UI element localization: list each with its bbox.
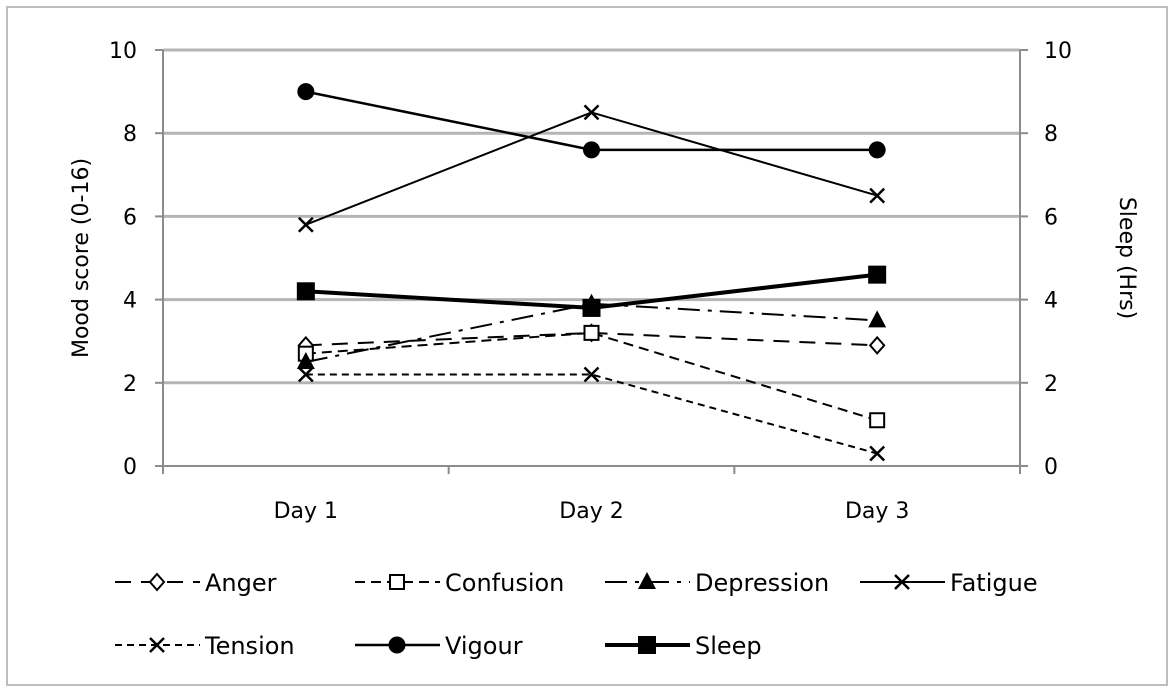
series-line-confusion	[305, 331, 878, 422]
data-point-sleep	[868, 265, 887, 284]
x-stroke	[583, 104, 600, 121]
legend-item-anger: Anger	[115, 569, 277, 597]
y2-tick-label: 6	[1044, 205, 1058, 230]
data-point-anger	[868, 335, 886, 355]
data-point-vigour	[297, 83, 315, 101]
legend-marker	[388, 636, 406, 654]
series-line-fatigue	[305, 111, 878, 226]
x-stroke	[583, 366, 600, 383]
data-point-sleep	[296, 282, 315, 301]
legend-item-tension: Tension	[115, 632, 295, 660]
series-line-vigour	[305, 90, 878, 152]
data-point-sleep	[582, 298, 601, 317]
data-point-depression	[296, 352, 315, 369]
legend-marker	[148, 572, 166, 592]
chart-frame	[6, 6, 1168, 686]
data-point-fatigue	[297, 216, 314, 233]
y-tick-label: 4	[123, 289, 137, 314]
data-point-confusion	[869, 412, 886, 429]
data-point-vigour	[583, 141, 600, 159]
legend-label: Sleep	[695, 632, 762, 660]
data-point-tension	[869, 445, 886, 462]
x-stroke	[149, 637, 165, 653]
legend-marker	[389, 574, 405, 590]
legend-label: Fatigue	[950, 569, 1038, 597]
y-tick-label: 10	[109, 39, 137, 64]
legend: Anger Confusion Depression Fatigue Tension Vi…	[115, 569, 1038, 660]
legend-item-fatigue: Fatigue	[860, 569, 1038, 597]
x-stroke	[869, 187, 886, 204]
y-tick-label: 8	[123, 122, 137, 147]
legend-label: Anger	[205, 569, 277, 597]
data-point-confusion	[583, 324, 600, 341]
series-lines	[296, 83, 887, 462]
y2-tick-label: 2	[1044, 372, 1058, 397]
y-tick-label: 2	[123, 372, 137, 397]
legend-label: Tension	[204, 632, 295, 660]
data-point-depression	[868, 310, 887, 328]
data-point-fatigue	[583, 104, 600, 121]
y-tick-label: 0	[123, 455, 137, 480]
data-point-vigour	[868, 141, 886, 159]
legend-label: Vigour	[445, 632, 523, 660]
legend-marker	[638, 636, 656, 654]
y2-tick-label: 8	[1044, 122, 1058, 147]
data-point-tension	[583, 366, 600, 383]
data-point-tension	[297, 366, 314, 383]
y-tick-label: 6	[123, 205, 137, 230]
y2-axis-title: Sleep (Hrs)	[1114, 197, 1139, 319]
legend-item-sleep: Sleep	[605, 632, 762, 660]
axes: 0 2 4 6 8 10 0 2 4 6 8 10 Day 1 Day 2 Day 3 Mood score …	[69, 39, 1139, 524]
y-axis-title: Mood score (0-16)	[69, 158, 94, 358]
legend-item-confusion: Confusion	[355, 569, 564, 597]
y2-tick-label: 4	[1044, 289, 1058, 314]
data-point-fatigue	[869, 187, 886, 204]
legend-marker	[149, 637, 165, 653]
x-tick-label: Day 1	[274, 499, 338, 524]
legend-item-depression: Depression	[605, 569, 829, 597]
x-stroke	[297, 216, 314, 233]
x-stroke	[894, 574, 910, 590]
legend-label: Confusion	[445, 569, 564, 597]
series-line-depression	[305, 302, 878, 363]
legend-label: Depression	[695, 569, 829, 597]
y2-tick-label: 10	[1044, 39, 1072, 64]
legend-marker	[894, 574, 910, 590]
x-tick-label: Day 2	[559, 499, 623, 524]
series-line-tension	[305, 373, 878, 455]
x-tick-label: Day 3	[845, 499, 909, 524]
legend-item-vigour: Vigour	[355, 632, 523, 660]
x-stroke	[869, 445, 886, 462]
legend-marker	[638, 572, 656, 589]
series-line-anger	[305, 331, 878, 347]
y2-tick-label: 0	[1044, 455, 1058, 480]
x-stroke	[297, 366, 314, 383]
